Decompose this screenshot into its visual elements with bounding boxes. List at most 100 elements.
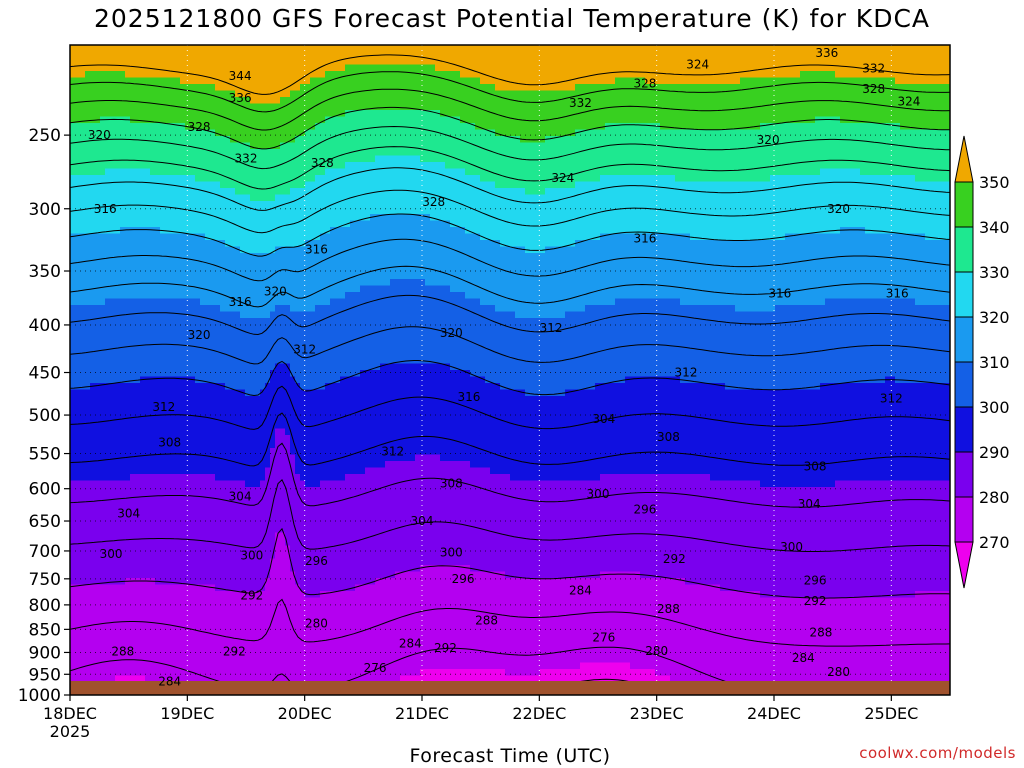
field-cell	[730, 123, 736, 131]
field-cell	[725, 84, 731, 92]
field-cell	[270, 123, 276, 131]
field-cell	[915, 64, 921, 72]
field-cell	[690, 90, 696, 98]
field-cell	[525, 188, 531, 196]
field-cell	[370, 188, 376, 196]
field-cell	[905, 175, 911, 183]
field-cell	[160, 207, 166, 215]
field-cell	[910, 77, 916, 85]
field-cell	[635, 168, 641, 176]
field-cell	[285, 188, 291, 196]
field-cell	[760, 51, 766, 59]
field-cell	[900, 149, 906, 157]
field-cell	[310, 188, 316, 196]
field-cell	[520, 71, 526, 79]
field-cell	[685, 162, 691, 170]
field-cell	[520, 64, 526, 72]
field-cell	[905, 194, 911, 202]
field-cell	[380, 175, 386, 183]
field-cell	[325, 207, 331, 215]
field-cell	[250, 149, 256, 157]
field-cell	[110, 84, 116, 92]
field-cell	[705, 116, 711, 124]
field-cell	[225, 123, 231, 131]
field-cell	[365, 162, 371, 170]
field-cell	[675, 84, 681, 92]
field-cell	[515, 188, 521, 196]
field-cell	[145, 116, 151, 124]
field-cell	[840, 175, 846, 183]
field-cell	[570, 162, 576, 170]
field-cell	[795, 51, 801, 59]
field-cell	[480, 51, 486, 59]
field-cell	[590, 175, 596, 183]
field-cell	[555, 123, 561, 131]
field-cell	[720, 220, 726, 228]
field-cell	[95, 201, 101, 209]
field-cell	[115, 201, 121, 209]
field-cell	[325, 194, 331, 202]
field-cell	[150, 181, 156, 189]
field-cell	[150, 175, 156, 183]
field-cell	[835, 214, 841, 222]
field-cell	[175, 168, 181, 176]
field-cell	[265, 201, 271, 209]
field-cell	[220, 168, 226, 176]
field-cell	[835, 58, 841, 66]
field-cell	[70, 201, 76, 209]
field-cell	[665, 207, 671, 215]
field-cell	[880, 175, 886, 183]
field-cell	[510, 188, 516, 196]
field-cell	[275, 45, 281, 53]
field-cell	[205, 142, 211, 150]
field-cell	[515, 142, 521, 150]
field-cell	[580, 77, 586, 85]
field-cell	[255, 149, 261, 157]
field-cell	[615, 58, 621, 66]
field-cell	[775, 90, 781, 98]
field-cell	[850, 84, 856, 92]
field-cell	[850, 168, 856, 176]
field-cell	[230, 149, 236, 157]
field-cell	[550, 149, 556, 157]
field-cell	[310, 45, 316, 53]
field-cell	[945, 110, 950, 118]
field-cell	[510, 207, 516, 215]
field-cell	[555, 201, 561, 209]
field-cell	[375, 84, 381, 92]
field-cell	[735, 97, 741, 105]
field-cell	[160, 181, 166, 189]
field-cell	[360, 207, 366, 215]
field-cell	[75, 58, 81, 66]
field-cell	[395, 175, 401, 183]
field-cell	[450, 162, 456, 170]
field-cell	[545, 207, 551, 215]
field-cell	[480, 194, 486, 202]
field-cell	[465, 103, 471, 111]
field-cell	[520, 77, 526, 85]
field-cell	[490, 142, 496, 150]
field-cell	[75, 97, 81, 105]
field-cell	[860, 214, 866, 222]
field-cell	[170, 168, 176, 176]
field-cell	[95, 181, 101, 189]
field-cell	[435, 103, 441, 111]
field-cell	[180, 181, 186, 189]
field-cell	[795, 64, 801, 72]
field-cell	[320, 149, 326, 157]
field-cell	[675, 77, 681, 85]
field-cell	[710, 201, 716, 209]
field-cell	[425, 220, 431, 228]
field-cell	[540, 214, 546, 222]
field-cell	[495, 162, 501, 170]
field-cell	[810, 220, 816, 228]
field-cell	[380, 77, 386, 85]
field-cell	[155, 149, 161, 157]
field-cell	[830, 142, 836, 150]
field-cell	[520, 58, 526, 66]
field-cell	[380, 142, 386, 150]
field-cell	[275, 201, 281, 209]
field-cell	[600, 155, 606, 163]
field-cell	[260, 181, 266, 189]
field-cell	[460, 168, 466, 176]
